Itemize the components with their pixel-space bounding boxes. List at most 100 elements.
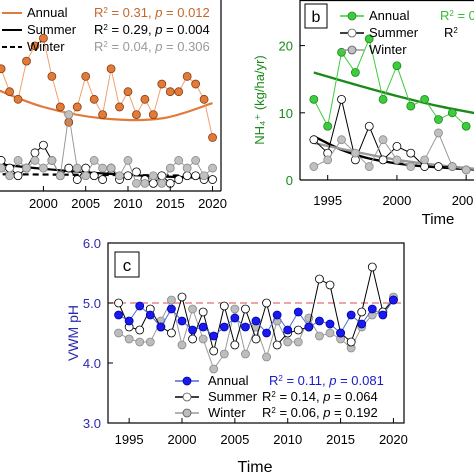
legend-label-summer: Summer — [369, 25, 419, 40]
data-point-annual — [135, 301, 145, 311]
legend-label-winter: Winter — [208, 405, 246, 420]
legend-marker-winter — [347, 45, 357, 55]
data-point-annual — [378, 94, 388, 104]
y-tick-label: 0 — [286, 173, 293, 188]
data-point-annual — [106, 64, 116, 74]
legend-stat-summer: R2 = 0.29, p = 0.004 — [94, 22, 210, 37]
data-point-annual — [309, 94, 319, 104]
x-axis-label: Time — [422, 211, 455, 228]
data-point-winter — [140, 178, 150, 188]
data-point-summer — [219, 301, 229, 311]
data-point-winter — [64, 110, 74, 119]
data-point-annual — [262, 328, 271, 338]
data-point-annual — [177, 316, 187, 326]
data-point-winter — [123, 156, 133, 165]
x-tick-label: 2000 — [168, 432, 197, 447]
legend-label-summer: Summer — [27, 22, 77, 37]
y-axis-label: NH₄⁺ (kg/ha/yr) — [252, 55, 267, 144]
legend-stat-annual: R2 = 0.11, p = 0.081 — [269, 373, 384, 388]
data-point-annual — [157, 79, 167, 89]
data-point-annual — [13, 94, 23, 104]
data-point-annual — [272, 310, 282, 320]
data-point-winter — [165, 163, 175, 173]
data-point-summer — [191, 171, 201, 181]
data-point-summer — [114, 298, 123, 308]
x-tick-label: 2015 — [326, 432, 355, 447]
data-point-winter — [191, 156, 201, 165]
x-tick-label: 2005 — [220, 432, 249, 447]
data-point-annual — [208, 133, 217, 142]
data-point-annual — [167, 304, 176, 314]
x-tick-label: 2000 — [382, 193, 411, 208]
data-point-summer — [241, 304, 250, 314]
legend-marker-summer — [347, 28, 357, 38]
data-point-annual — [64, 117, 74, 127]
data-point-summer — [177, 292, 187, 302]
data-point-annual — [140, 94, 150, 104]
series-line-winter — [118, 296, 394, 371]
data-point-summer — [392, 141, 402, 151]
data-point-winter — [461, 165, 471, 175]
data-point-winter — [283, 337, 293, 347]
panel-a: 2000 2005 2010 2015 2020 Annual R2 = 0.31, p =… — [0, 0, 227, 211]
legend-stat-annual: R2 = 0.5 — [440, 8, 474, 23]
data-point-annual — [434, 115, 443, 124]
data-point-winter — [364, 162, 374, 171]
data-point-annual — [283, 325, 293, 335]
data-point-winter — [124, 334, 134, 344]
data-point-winter — [199, 171, 209, 181]
data-point-summer — [346, 337, 356, 347]
legend-marker-summer — [182, 392, 192, 402]
data-point-annual — [323, 121, 333, 131]
data-point-winter — [198, 334, 208, 344]
data-point-summer — [230, 340, 240, 350]
data-point-winter — [22, 163, 31, 173]
data-point-winter — [115, 171, 124, 181]
data-point-annual — [367, 304, 377, 314]
data-point-annual — [145, 310, 155, 320]
data-point-winter — [293, 337, 303, 347]
legend-marker-annual — [347, 11, 357, 21]
data-point-winter — [106, 163, 116, 173]
data-point-winter — [0, 163, 6, 173]
legend-stat-winter: R2 = 0.06, p = 0.192 — [262, 405, 378, 420]
data-point-annual — [447, 108, 457, 118]
y-tick-label: 6.0 — [83, 236, 101, 251]
data-point-annual — [251, 316, 261, 326]
data-point-winter — [337, 135, 346, 145]
data-point-annual — [219, 322, 229, 332]
data-point-summer — [39, 140, 48, 150]
data-point-winter — [177, 340, 187, 350]
data-point-annual — [293, 307, 303, 317]
panel-c: 3.0 4.0 5.0 6.0 VWM pH 1995 2000 2005 2010 2015 20… — [65, 236, 408, 474]
x-axis-label: Time — [238, 459, 273, 474]
data-point-annual — [325, 319, 335, 329]
data-point-annual — [191, 79, 201, 89]
data-point-summer — [98, 175, 108, 184]
data-point-annual — [406, 101, 416, 111]
data-point-winter — [89, 156, 99, 165]
data-point-summer — [198, 307, 208, 317]
data-point-winter — [209, 364, 219, 374]
legend-label-summer: Summer — [208, 389, 258, 404]
legend-label-winter: Winter — [27, 39, 65, 54]
panel-a-plot — [0, 33, 217, 188]
data-point-summer — [434, 162, 443, 171]
x-tick-label: 2020 — [379, 432, 408, 447]
x-tick-label: 2010 — [273, 432, 302, 447]
data-point-winter — [315, 331, 324, 341]
data-point-annual — [230, 313, 240, 323]
panel-b: 0 10 20 NH₄⁺ (kg/ha/yr) 1995 2000 2005 Time b Ann… — [252, 0, 474, 228]
fit-line-annual — [313, 71, 474, 115]
data-point-annual — [389, 295, 398, 305]
plot-frame — [107, 242, 405, 424]
y-tick-label: 3.0 — [83, 416, 101, 431]
data-point-summer — [13, 171, 23, 181]
data-point-annual — [174, 87, 184, 97]
legend-a: Annual R2 = 0.31, p = 0.012 Summer R2 = 0.2… — [2, 5, 210, 54]
data-point-annual — [0, 64, 6, 74]
data-point-winter — [167, 295, 176, 305]
data-point-summer — [174, 175, 184, 184]
data-point-summer — [209, 346, 219, 356]
data-point-annual — [336, 328, 345, 338]
